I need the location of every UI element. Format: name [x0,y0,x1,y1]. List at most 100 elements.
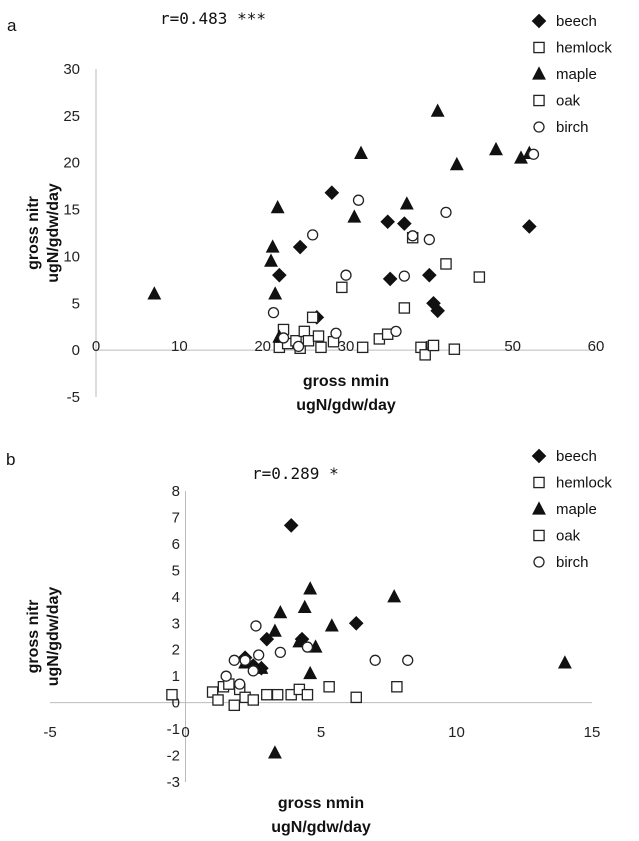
x-axis-title: gross nmin [278,795,364,812]
hemlock-point [473,271,486,283]
beech-point [348,615,364,631]
y-tick-label: 1 [172,668,180,685]
birch-point [250,620,262,632]
x-axis-title: ugN/gdw/day [296,397,396,414]
hemlock-point [228,699,241,712]
legend-label: oak [556,528,581,545]
series-birch [220,620,414,690]
x-tick-label: -5 [43,724,56,741]
y-tick-label: 30 [63,61,80,78]
birch-point [352,194,365,206]
hemlock-point [298,325,311,338]
birch-point [277,332,290,344]
birch-point [234,678,246,690]
y-tick-label: 5 [72,295,80,312]
maple-point [268,623,282,637]
maple-point [264,253,278,267]
maple-point [449,156,464,171]
x-tick-label: 20 [254,338,271,355]
maple-point [387,589,402,603]
legend-label: beech [556,13,597,30]
hemlock-point [419,349,431,361]
legend-label: hemlock [556,475,612,492]
legend-label: hemlock [556,40,612,57]
series-birch [267,148,540,353]
hemlock-point [350,691,362,704]
legend-marker-hemlock [533,476,545,489]
beech-point [382,271,398,287]
x-axis-title: gross nmin [303,373,389,390]
birch-point [301,641,314,653]
hemlock-point [448,343,461,355]
legend-marker-hemlock [533,41,545,54]
y-tick-label: -5 [67,389,80,406]
x-tick-label: 0 [181,724,189,741]
y-axis-title: ugN/gdw/day [45,587,62,687]
hemlock-point [323,681,335,693]
maple-point [297,599,312,613]
legend-marker-maple [532,66,546,80]
birch-point [239,654,251,666]
beech-point [430,303,445,319]
birch-point [440,206,452,219]
y-tick-label: 6 [172,536,180,553]
y-tick-label: 25 [63,108,80,125]
y-tick-label: -1 [167,721,180,738]
x-tick-label: 60 [588,338,605,355]
maple-point [430,103,445,117]
y-tick-label: 2 [172,642,180,659]
maple-point [270,200,285,214]
hemlock-point [427,339,440,352]
y-axis-title: gross nitr [25,196,42,270]
legend-label: maple [556,66,597,83]
hemlock-point [301,688,314,701]
hemlock-point [247,694,259,706]
maple-point [265,239,280,253]
birch-point [253,649,265,661]
maple-point [147,286,162,300]
birch-point [330,327,342,339]
beech-point [522,219,537,234]
birch-point [292,340,305,353]
maple-point [268,745,282,759]
x-axis-title: ugN/gdw/day [271,819,371,836]
panel-letter: b [6,450,15,469]
birch-point [402,654,414,666]
x-tick-label: 50 [504,338,521,355]
hemlock-point [312,330,325,342]
legend-marker-birch [533,121,545,133]
beech-point [324,185,340,201]
legend-marker-beech [531,13,547,29]
beech-point [422,267,437,283]
y-tick-label: 5 [172,562,180,579]
x-tick-label: 0 [92,338,100,355]
maple-point [292,634,307,648]
birch-point [423,233,435,246]
hemlock-point [261,688,273,701]
x-tick-label: 5 [317,724,325,741]
correlation-annotation: r=0.289 * [252,464,339,483]
legend-marker-oak [533,529,545,542]
y-tick-label: 20 [63,155,80,172]
hemlock-point [391,681,403,693]
y-tick-label: 3 [172,615,180,632]
hemlock-point [212,694,224,706]
series-beech [272,185,537,325]
birch-point [307,229,319,241]
maple-point [354,145,368,159]
beech-point [283,518,299,533]
hemlock-point [356,341,369,354]
maple-point [273,605,288,619]
birch-point [398,270,410,282]
legend-marker-maple [532,501,546,515]
birch-point [247,665,259,677]
x-tick-label: 10 [171,338,188,355]
maple-point [303,581,318,595]
y-tick-label: 0 [172,695,180,712]
x-tick-label: 10 [448,724,465,741]
series-hemlock [273,231,486,361]
y-tick-label: 0 [72,342,80,359]
